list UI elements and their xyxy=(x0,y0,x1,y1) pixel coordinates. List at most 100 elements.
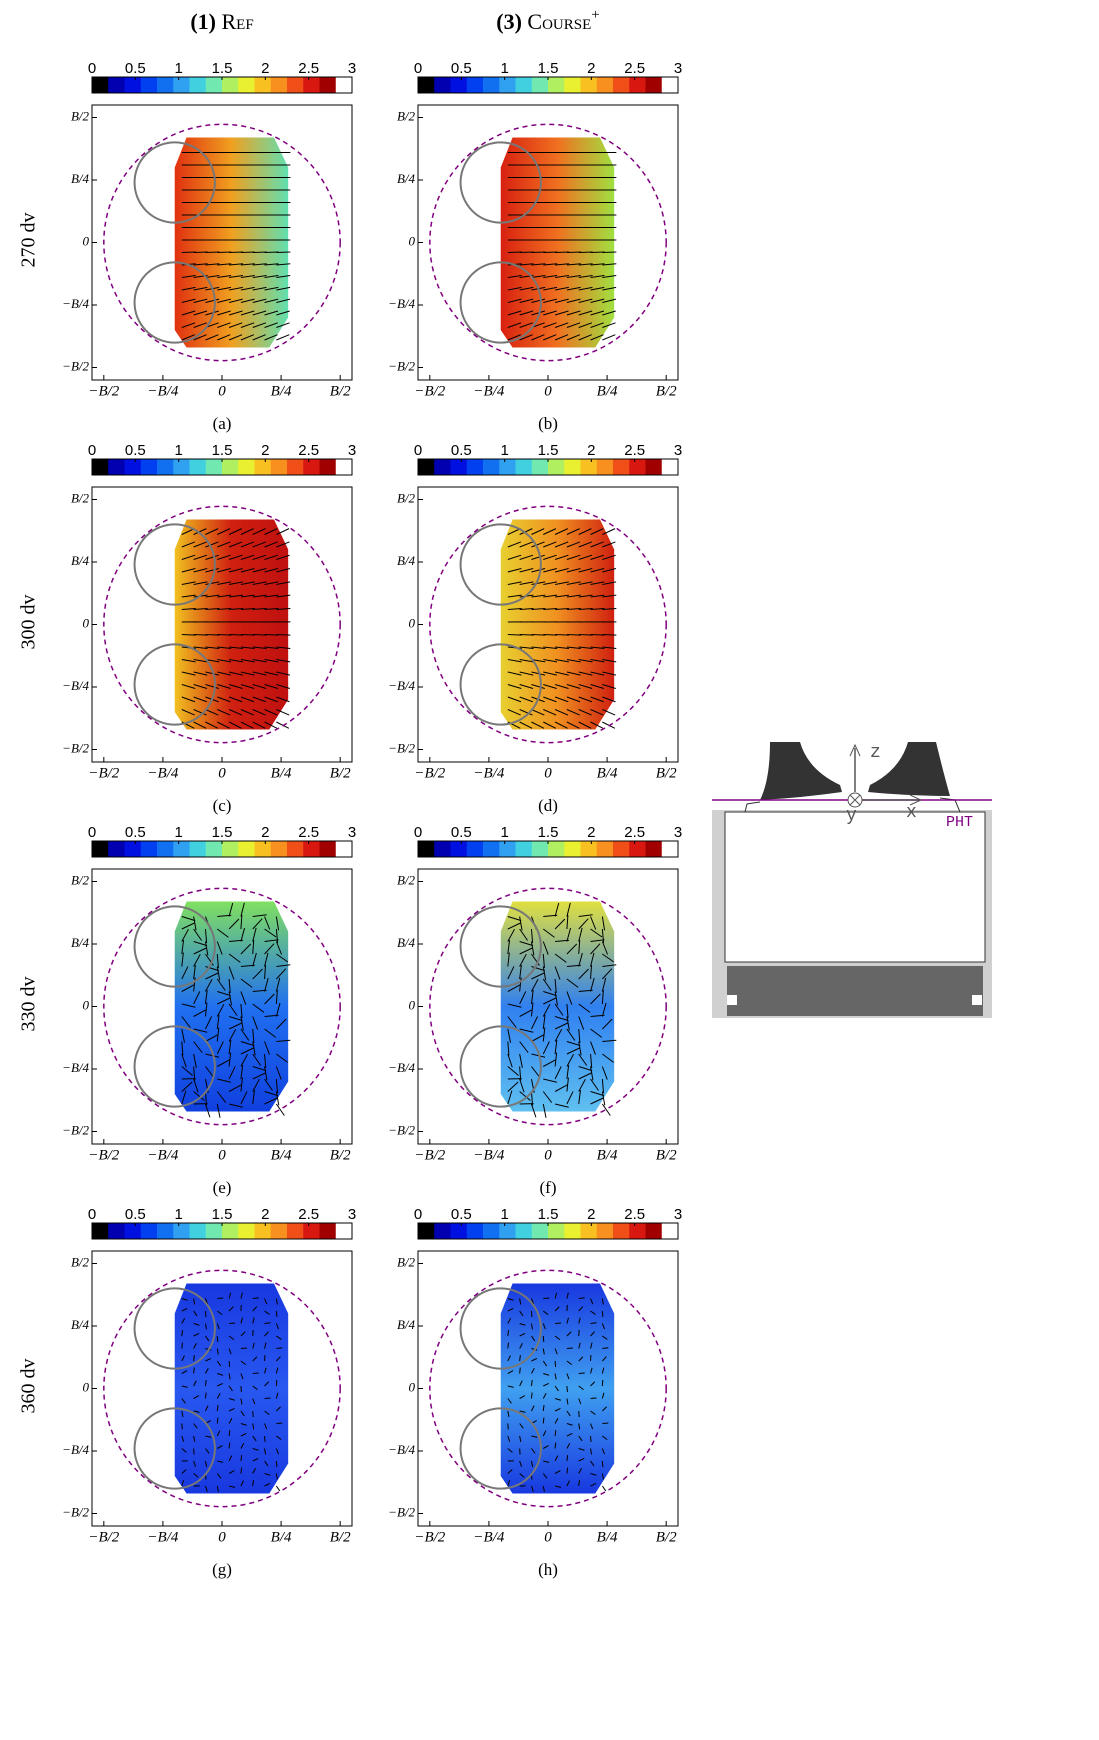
x-label: x xyxy=(906,803,917,823)
vector xyxy=(591,1398,597,1399)
vector xyxy=(276,635,290,636)
colorbar-cell xyxy=(662,841,679,857)
colorbar-tick-label: 1.5 xyxy=(212,60,233,77)
x-tick-label: −B/4 xyxy=(473,1147,504,1163)
colorbar-cell xyxy=(238,1223,255,1239)
x-tick-label: 0 xyxy=(544,1529,552,1545)
field xyxy=(175,1284,288,1494)
colorbar-tick-label: 2 xyxy=(261,824,269,841)
colorbar-cell xyxy=(451,459,468,475)
panel-label: (a) xyxy=(213,414,232,433)
colorbar-cell xyxy=(467,77,484,93)
colorbar-tick-label: 0 xyxy=(88,60,96,77)
colorbar-cell xyxy=(646,1223,663,1239)
colorbar-cell xyxy=(629,1223,646,1239)
colorbar-tick-label: 2.5 xyxy=(298,442,319,459)
colorbar-cell xyxy=(499,459,516,475)
y-label: y xyxy=(846,806,857,826)
colorbar-cell xyxy=(483,1223,500,1239)
colorbar-tick-label: 1.5 xyxy=(212,1206,233,1223)
vector xyxy=(602,1311,603,1317)
colorbar-tick-label: 2.5 xyxy=(624,60,645,77)
colorbar-tick-label: 3 xyxy=(674,442,682,459)
x-tick-label: 0 xyxy=(544,1147,552,1163)
colorbar-cell xyxy=(434,459,451,475)
x-tick-label: 0 xyxy=(218,383,226,399)
colorbar-tick-label: 2 xyxy=(261,1206,269,1223)
colorbar-cell xyxy=(92,841,109,857)
x-tick-label: B/4 xyxy=(271,383,292,399)
colorbar-cell xyxy=(157,1223,174,1239)
colorbar-cell xyxy=(532,1223,549,1239)
vector xyxy=(579,1373,585,1374)
y-tick-label: B/2 xyxy=(397,872,416,887)
colorbar-cell xyxy=(255,1223,272,1239)
colorbar-cell xyxy=(434,1223,451,1239)
colorbar-cell xyxy=(206,77,223,93)
colorbar-tick-label: 3 xyxy=(348,60,356,77)
colorbar-tick-label: 2.5 xyxy=(624,1206,645,1223)
colorbar-cell xyxy=(499,77,516,93)
colorbar-cell xyxy=(597,77,614,93)
x-tick-label: B/4 xyxy=(271,765,292,781)
colorbar-cell xyxy=(629,77,646,93)
colorbar-cell xyxy=(157,841,174,857)
colorbar-tick-label: 0 xyxy=(88,442,96,459)
vector xyxy=(276,1486,279,1491)
y-tick-label: 0 xyxy=(409,615,416,630)
x-tick-label: −B/4 xyxy=(147,1529,178,1545)
colorbar-cell xyxy=(303,1223,320,1239)
vector xyxy=(276,1311,277,1317)
x-tick-label: B/2 xyxy=(330,765,351,781)
colorbar-cell xyxy=(238,77,255,93)
colorbar-tick-label: 0.5 xyxy=(451,824,472,841)
y-tick-label: 0 xyxy=(83,233,90,248)
colorbar-cell xyxy=(451,1223,468,1239)
colorbar-cell xyxy=(564,1223,581,1239)
y-tick-label: −B/4 xyxy=(62,1060,89,1075)
vector xyxy=(567,1348,573,1349)
colorbar-cell xyxy=(418,459,435,475)
vector xyxy=(520,1368,521,1374)
vector xyxy=(229,1323,235,1324)
colorbar-cell xyxy=(125,1223,142,1239)
colorbar-tick-label: 1.5 xyxy=(538,60,559,77)
colorbar-cell xyxy=(206,459,223,475)
colorbar-tick-label: 0 xyxy=(88,824,96,841)
y-tick-label: 0 xyxy=(83,997,90,1012)
vector xyxy=(276,252,290,253)
colorbar-cell xyxy=(173,841,190,857)
base xyxy=(727,966,983,1016)
x-tick-label: 0 xyxy=(544,383,552,399)
colorbar-tick-label: 1.5 xyxy=(538,442,559,459)
colorbar-tick-label: 1.5 xyxy=(212,824,233,841)
x-tick-label: B/2 xyxy=(656,765,677,781)
colorbar-cell xyxy=(532,459,549,475)
vector xyxy=(543,1418,544,1424)
vector xyxy=(265,1398,271,1399)
colorbar-cell xyxy=(320,459,337,475)
x-tick-label: −B/2 xyxy=(414,1529,445,1545)
x-tick-label: B/2 xyxy=(656,1529,677,1545)
colorbar-cell xyxy=(125,841,142,857)
vector xyxy=(217,1418,218,1424)
colorbar-cell xyxy=(434,841,451,857)
colorbar-cell xyxy=(108,459,125,475)
colorbar-cell xyxy=(499,841,516,857)
colorbar-tick-label: 2.5 xyxy=(298,824,319,841)
colorbar-cell xyxy=(532,77,549,93)
colorbar-cell xyxy=(581,841,598,857)
y-tick-label: −B/2 xyxy=(62,1122,89,1137)
colorbar-cell xyxy=(157,77,174,93)
y-tick-label: B/2 xyxy=(397,1254,416,1269)
colorbar-cell xyxy=(173,1223,190,1239)
row-label: 300 dv xyxy=(18,595,40,650)
colorbar-cell xyxy=(271,841,288,857)
tire xyxy=(760,742,842,800)
vector xyxy=(229,1443,230,1449)
x-tick-label: 0 xyxy=(218,1529,226,1545)
colorbar-tick-label: 0 xyxy=(414,1206,422,1223)
x-tick-label: B/4 xyxy=(597,1147,618,1163)
